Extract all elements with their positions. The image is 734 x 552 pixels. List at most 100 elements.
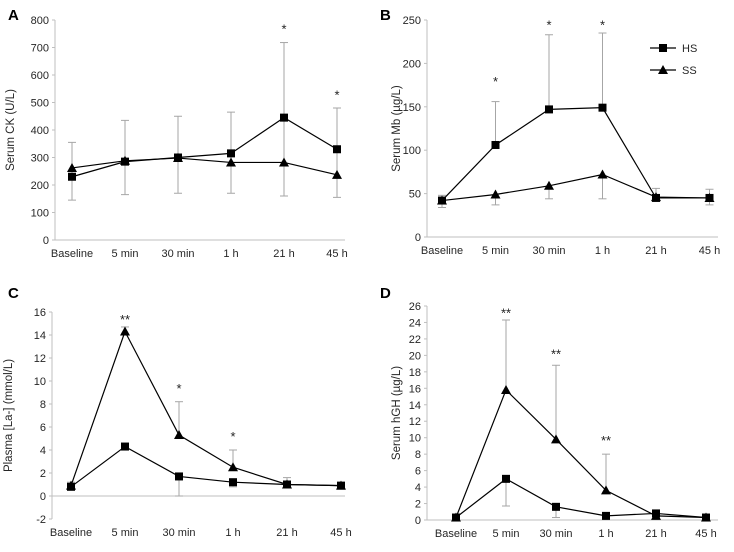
x-tick-label: Baseline: [421, 245, 463, 257]
y-axis-title: Serum Mb (µg/L): [391, 85, 403, 172]
data-point-ss: [279, 157, 289, 167]
y-tick-label: 14: [409, 400, 421, 412]
data-point-ss: [451, 512, 461, 522]
series-line-ss: [70, 330, 342, 487]
y-axis-title: Serum hGH (µg/L): [391, 366, 403, 460]
y-tick-label: 8: [415, 449, 421, 461]
y-tick-label: 200: [403, 58, 421, 70]
chart-panel-b: B 0 50 100 150 200 250 Baseline 5 min 30 min 1 h 21…: [380, 7, 720, 257]
legend-marker-ss: [658, 65, 668, 74]
significance-marker: *: [600, 17, 605, 32]
y-tick-label: 150: [403, 102, 421, 114]
y-tick-label: 2: [415, 499, 421, 511]
x-tick-label: 5 min: [112, 248, 139, 260]
x-tick-label: 5 min: [112, 527, 139, 539]
data-point-ss: [228, 462, 238, 472]
data-point-ss: [120, 155, 130, 165]
data-point-ss: [701, 512, 711, 522]
x-tick-label: 21 h: [276, 527, 297, 539]
legend-label: SS: [682, 65, 697, 77]
data-point-hs: [121, 442, 129, 451]
y-tick-label: 12: [34, 353, 46, 365]
y-tick-label: 0: [43, 235, 49, 247]
data-point-ss: [226, 157, 236, 167]
y-tick-label: 6: [40, 422, 46, 434]
x-tick-label: 5 min: [482, 245, 509, 257]
x-tick-label: 21 h: [273, 248, 294, 260]
y-tick-label: 200: [31, 180, 49, 192]
y-tick-label: -2: [36, 514, 46, 526]
data-point-hs: [333, 145, 341, 154]
significance-marker: **: [601, 433, 611, 448]
y-tick-label: 14: [34, 330, 46, 342]
x-tick-label: 21 h: [645, 245, 666, 257]
series-line-hs: [70, 445, 342, 488]
data-point-ss: [501, 384, 511, 394]
series-line-hs: [455, 478, 707, 519]
y-tick-label: 20: [409, 350, 421, 362]
x-tick-label: 45 h: [695, 528, 716, 540]
x-tick-label: 45 h: [699, 245, 720, 257]
y-axis-title: Serum CK (U/L): [5, 89, 17, 171]
y-tick-label: 0: [415, 515, 421, 527]
data-point-hs: [602, 511, 610, 520]
y-tick-label: 300: [31, 153, 49, 165]
data-point-hs: [545, 105, 553, 114]
y-tick-label: 10: [409, 433, 421, 445]
data-point-ss: [173, 153, 183, 163]
data-point-hs: [227, 149, 235, 158]
y-tick-label: 22: [409, 334, 421, 346]
y-tick-label: 0: [415, 232, 421, 244]
chart-panel-c: C -2 0 2 4 6 8 10 12 14 16 Baseline 5 min 30 min 1 h 21…: [3, 285, 352, 539]
data-point-ss: [490, 189, 501, 199]
panel-label: B: [380, 7, 391, 24]
data-point-ss: [66, 480, 76, 490]
x-tick-label: 30 min: [532, 245, 565, 257]
data-point-hs: [175, 472, 183, 481]
x-tick-label: 1 h: [598, 528, 613, 540]
data-point-ss: [544, 180, 554, 190]
significance-marker: *: [281, 21, 286, 36]
y-tick-label: 24: [409, 317, 421, 329]
x-tick-label: 1 h: [225, 527, 240, 539]
x-tick-label: 1 h: [595, 245, 610, 257]
y-tick-label: 600: [31, 70, 49, 82]
y-tick-label: 400: [31, 125, 49, 137]
y-tick-label: 6: [415, 466, 421, 478]
data-point-ss: [67, 162, 77, 172]
y-tick-label: 100: [403, 145, 421, 157]
significance-marker: **: [501, 306, 511, 321]
y-tick-label: 4: [40, 445, 46, 457]
panel-label: C: [8, 285, 19, 302]
x-tick-label: Baseline: [51, 248, 93, 260]
data-point-ss: [551, 434, 561, 444]
series-line-ss: [441, 173, 710, 202]
legend-marker-hs: [659, 44, 667, 52]
y-tick-label: 26: [409, 301, 421, 313]
significance-marker: *: [546, 17, 551, 32]
y-tick-label: 0: [40, 491, 46, 503]
data-point-ss: [597, 169, 608, 179]
data-point-ss: [332, 169, 342, 179]
y-tick-label: 16: [34, 307, 46, 319]
y-tick-label: 12: [409, 416, 421, 428]
data-point-ss: [601, 485, 611, 495]
data-point-hs: [552, 502, 560, 511]
x-tick-label: 1 h: [223, 248, 238, 260]
y-tick-label: 16: [409, 383, 421, 395]
y-tick-label: 8: [40, 399, 46, 411]
chart-panel-a: A 0 100 200 300 400 500 600 700 800 Baseline 5 min 3…: [5, 7, 348, 260]
y-tick-label: 10: [34, 376, 46, 388]
legend-label: HS: [682, 43, 697, 55]
y-tick-label: 18: [409, 367, 421, 379]
data-point-hs: [502, 474, 510, 483]
x-tick-label: 5 min: [493, 528, 520, 540]
panel-label: A: [8, 7, 19, 24]
significance-marker: **: [120, 312, 130, 327]
x-tick-label: Baseline: [50, 527, 92, 539]
x-tick-label: 30 min: [539, 528, 572, 540]
data-point-ss: [651, 192, 661, 202]
x-tick-label: 45 h: [326, 248, 347, 260]
